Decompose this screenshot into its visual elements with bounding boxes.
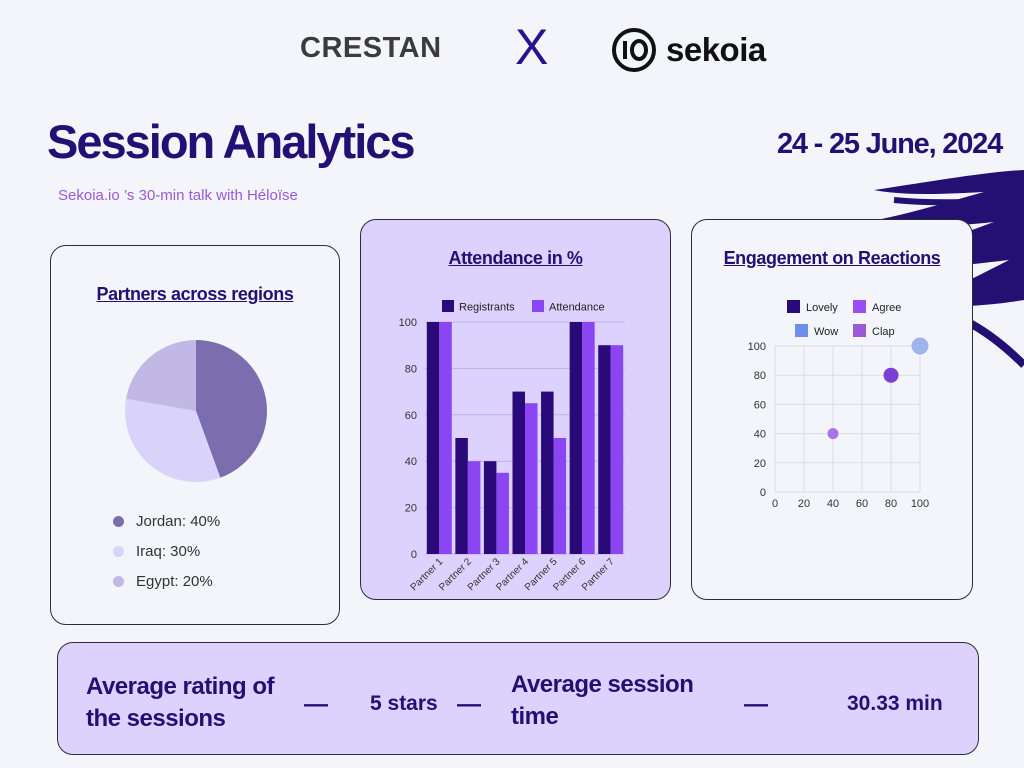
bar-y-tick: 20 (405, 503, 417, 515)
logo-row: CRESTAN X sekoia (0, 18, 1024, 88)
scatter-legend-label-clap: Clap (872, 326, 895, 338)
scatter-legend-label-lovely: Lovely (806, 302, 838, 314)
scatter-legend-label-wow: Wow (814, 326, 838, 338)
scatter-chart-title: Engagement on Reactions (723, 248, 941, 268)
bar-attendance-1 (439, 322, 452, 554)
pie-chart-title: Partners across regions (96, 284, 294, 304)
scatter-y-tick: 40 (754, 429, 766, 441)
bar-y-tick: 60 (405, 410, 417, 422)
scatter-point-1 (827, 428, 839, 440)
pie-legend-jordan: Jordan: 40% (113, 513, 220, 530)
avg-time-label: Average session time (511, 671, 694, 730)
bar-legend-swatch-0 (442, 300, 454, 312)
bar-registrants-3 (483, 461, 497, 554)
pie-slice-jordan (196, 340, 267, 478)
collab-separator: X (515, 19, 549, 75)
pie-slice-iraq (125, 398, 221, 482)
page-subtitle: Sekoia.io ’s 30-min talk with Héloïse (58, 187, 298, 204)
engagement-scatter-chart: Lovely Agree Wow Clap 0 20 40 60 80 100 0 20 40 60 80 1… (748, 300, 929, 510)
crestan-logo: CRESTAN (300, 32, 442, 64)
scatter-x-tick: 100 (911, 498, 929, 510)
bar-registrants-1 (426, 322, 440, 554)
bar-attendance-6 (582, 322, 595, 554)
avg-rating-value: 5 stars (370, 692, 438, 715)
bar-registrants-5 (541, 391, 554, 554)
bar-y-tick: 0 (411, 549, 417, 561)
event-date: 24 - 25 June, 2024 (776, 128, 1003, 160)
bar-registrants-6 (569, 322, 583, 554)
scatter-x-tick: 40 (827, 498, 839, 510)
scatter-legend-swatch-agree (853, 300, 866, 313)
scatter-x-tick: 80 (885, 498, 897, 510)
bar-attendance-4 (525, 403, 538, 554)
bar-y-tick: 80 (405, 363, 417, 375)
scatter-point-3 (911, 337, 929, 355)
bar-registrants-2 (455, 438, 468, 554)
scatter-legend-swatch-clap (853, 324, 866, 337)
bar-legend-label-0: Registrants (459, 302, 515, 314)
bar-y-tick: 100 (399, 317, 417, 329)
avg-rating-label: Average rating of the sessions (86, 673, 275, 732)
sekoia-wordmark: sekoia (666, 31, 766, 68)
scatter-y-tick: 20 (754, 458, 766, 470)
scatter-legend-swatch-lovely (787, 300, 800, 313)
bar-legend-label-1: Attendance (549, 302, 605, 314)
scatter-y-tick: 0 (760, 487, 766, 499)
pie-legend-iraq: Iraq: 30% (113, 543, 200, 560)
scatter-y-tick: 100 (748, 341, 766, 353)
scatter-y-tick: 80 (754, 370, 766, 382)
pie-legend-egypt-swatch (113, 576, 124, 587)
attendance-card: Attendance in % Registrants Attendance 0 20… (360, 219, 671, 600)
scatter-x-tick: 20 (798, 498, 810, 510)
attendance-bar-chart: Registrants Attendance020406080100Partner… (399, 300, 625, 592)
pie-slice-egypt (126, 340, 196, 411)
bar-registrants-4 (512, 391, 525, 554)
bar-attendance-3 (496, 472, 509, 554)
pie-legend-jordan-swatch (113, 516, 124, 527)
partners-region-card: Partners across regions Jordan: 40% Iraq… (50, 245, 340, 625)
scatter-legend-label-agree: Agree (872, 302, 901, 314)
avg-time-value: 30.33 min (847, 692, 943, 715)
bar-chart-title: Attendance in % (448, 248, 583, 268)
pie-legend-egypt: Egypt: 20% (113, 573, 213, 590)
scatter-y-tick: 60 (754, 399, 766, 411)
page-title: Session Analytics (47, 115, 416, 168)
pie-legend-jordan-label: Jordan: 40% (136, 513, 221, 530)
bar-y-tick: 40 (405, 456, 417, 468)
scatter-x-tick: 0 (772, 498, 778, 510)
separator-dash-3: — (744, 691, 768, 718)
sekoia-mark-icon (612, 28, 656, 72)
pie-legend-iraq-label: Iraq: 30% (136, 543, 201, 560)
bar-registrants-7 (598, 345, 611, 554)
pie-legend-egypt-label: Egypt: 20% (136, 573, 213, 590)
scatter-legend-swatch-wow (795, 324, 808, 337)
bar-attendance-2 (467, 461, 481, 554)
pie-legend-iraq-swatch (113, 546, 124, 557)
sekoia-logo: sekoia (610, 26, 766, 74)
partners-pie-chart (125, 340, 267, 482)
stats-summary-bar: Average rating of the sessions — 5 stars… (57, 642, 979, 755)
separator-dash-2: — (457, 691, 481, 718)
scatter-x-tick: 60 (856, 498, 868, 510)
engagement-card: Engagement on Reactions Lovely Agree Wow Cl… (691, 219, 973, 600)
bar-attendance-5 (553, 438, 567, 554)
bar-attendance-7 (610, 345, 624, 554)
scatter-point-2 (883, 367, 899, 383)
separator-dash-1: — (304, 691, 328, 718)
bar-legend-swatch-1 (532, 300, 544, 312)
